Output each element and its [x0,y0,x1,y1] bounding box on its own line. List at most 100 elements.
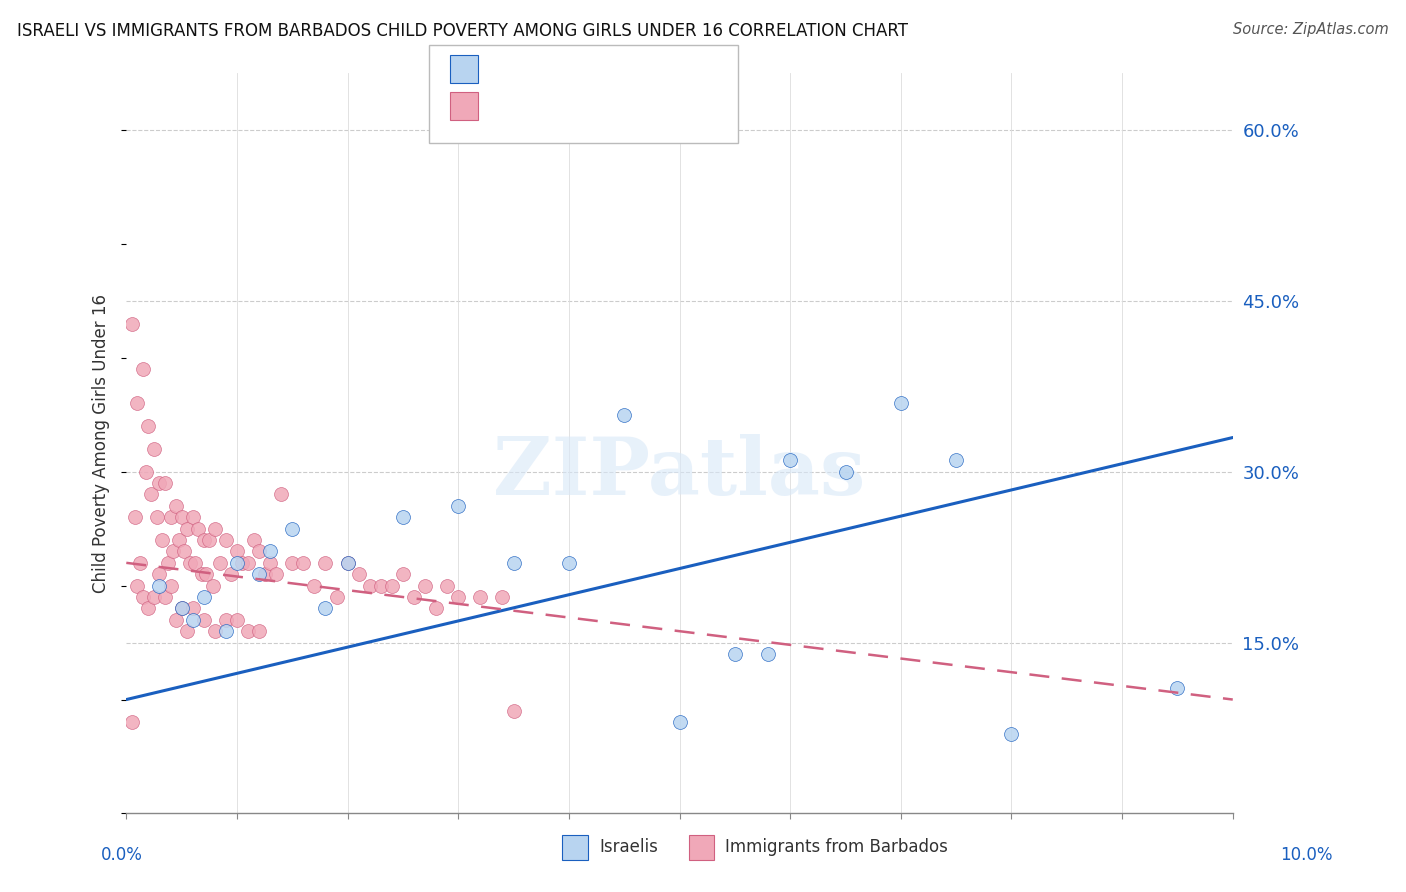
Point [170,601,193,615]
Point [447,499,470,513]
Point [148,579,170,593]
Text: Israelis: Israelis [599,838,658,856]
Point [143,442,166,456]
Point [226,613,249,627]
Point [756,647,779,661]
Point [193,613,215,627]
Point [370,579,392,593]
Point [179,556,201,570]
Point [226,544,249,558]
Point [132,590,155,604]
Point [264,567,287,582]
Point [890,396,912,410]
Point [668,715,690,730]
Point [127,396,149,410]
Point [381,579,404,593]
Point [336,556,359,570]
Point [165,499,187,513]
Point [1166,681,1188,695]
Point [170,510,193,524]
Point [135,465,157,479]
Point [834,465,856,479]
Text: Immigrants from Barbados: Immigrants from Barbados [725,838,949,856]
Point [502,704,524,718]
Point [173,544,195,558]
Point [121,317,143,331]
Point [159,510,181,524]
Point [724,647,747,661]
Point [201,579,224,593]
Point [292,556,315,570]
Point [413,579,436,593]
Point [491,590,513,604]
Point [247,567,270,582]
Point [247,544,270,558]
Point [281,556,304,570]
Point [470,590,492,604]
Point [190,567,212,582]
Point [194,567,217,582]
Point [162,544,184,558]
Point [325,590,347,604]
Point [176,522,198,536]
Point [153,590,176,604]
Point [184,556,207,570]
Point [181,510,204,524]
Point [779,453,801,467]
Point [392,567,415,582]
Text: N =: N = [595,60,631,78]
Text: 0.396: 0.396 [534,60,591,78]
Point [402,590,425,604]
Point [259,544,281,558]
Point [153,476,176,491]
Point [139,487,162,501]
Point [181,613,204,627]
Point [221,567,243,582]
Point [159,579,181,593]
Point [236,556,259,570]
Point [198,533,221,547]
Point [314,601,336,615]
Point [314,556,336,570]
Point [146,510,169,524]
Point [138,419,160,434]
Point [304,579,326,593]
Point [132,362,155,376]
Point [193,590,215,604]
Point [150,533,173,547]
Point [143,590,166,604]
Point [215,613,238,627]
Point [204,624,226,639]
Point [128,556,150,570]
Point [215,533,238,547]
Point [945,453,967,467]
Text: ZIPatlas: ZIPatlas [494,434,866,512]
Point [209,556,232,570]
Text: 80: 80 [633,97,658,115]
Point [259,556,281,570]
Point [231,556,253,570]
Point [425,601,447,615]
Text: ISRAELI VS IMMIGRANTS FROM BARBADOS CHILD POVERTY AMONG GIRLS UNDER 16 CORRELATI: ISRAELI VS IMMIGRANTS FROM BARBADOS CHIL… [17,22,908,40]
Point [336,556,359,570]
Point [447,590,470,604]
Point [613,408,636,422]
Point [181,601,204,615]
Text: N =: N = [595,97,631,115]
Point [347,567,370,582]
Point [558,556,581,570]
Point [124,510,146,524]
Text: R =: R = [492,60,529,78]
Point [392,510,415,524]
Point [226,556,249,570]
Point [193,533,215,547]
Text: 10.0%: 10.0% [1281,846,1333,863]
Point [204,522,226,536]
Y-axis label: Child Poverty Among Girls Under 16: Child Poverty Among Girls Under 16 [93,293,110,592]
Text: 0.0%: 0.0% [101,846,143,863]
Point [138,601,160,615]
Point [187,522,209,536]
Point [247,624,270,639]
Point [176,624,198,639]
Point [1000,727,1022,741]
